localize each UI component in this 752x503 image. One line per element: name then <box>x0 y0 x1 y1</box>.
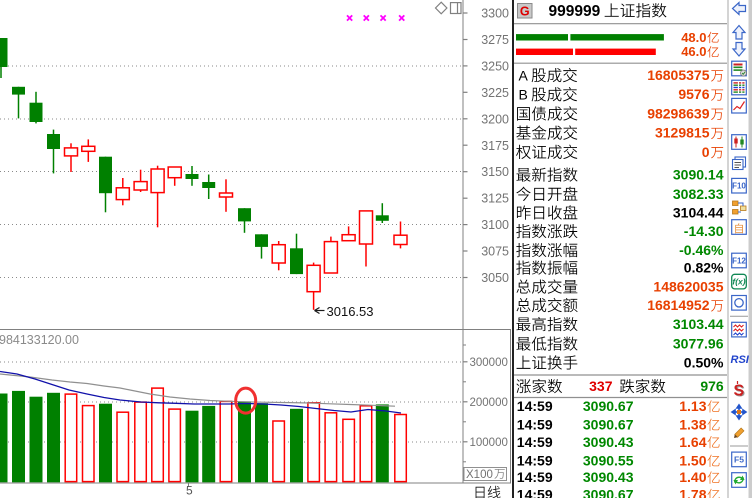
svg-text:3103.44: 3103.44 <box>673 316 724 332</box>
svg-text:3200: 3200 <box>481 112 509 126</box>
svg-text:16805375: 16805375 <box>647 67 710 83</box>
svg-text:3150: 3150 <box>481 165 509 179</box>
svg-text:3050: 3050 <box>481 271 509 285</box>
svg-text:F12: F12 <box>732 257 746 266</box>
svg-text:3100: 3100 <box>481 218 509 232</box>
svg-text:RSI: RSI <box>731 354 750 366</box>
svg-text:1.38: 1.38 <box>679 416 706 432</box>
svg-text:3125: 3125 <box>481 192 509 206</box>
svg-text:14:59: 14:59 <box>517 487 553 499</box>
svg-text:3175: 3175 <box>481 139 509 153</box>
svg-text:14:59: 14:59 <box>517 398 553 414</box>
svg-text:14:59: 14:59 <box>517 434 553 450</box>
svg-text:3090.67: 3090.67 <box>583 416 634 432</box>
svg-text:3082.33: 3082.33 <box>673 186 724 202</box>
svg-text:3090.43: 3090.43 <box>583 469 634 485</box>
svg-text:1.64: 1.64 <box>679 434 706 450</box>
svg-text:A: A <box>519 68 529 84</box>
svg-text:3275: 3275 <box>481 33 509 47</box>
svg-text:F10: F10 <box>732 182 746 191</box>
svg-text:9576: 9576 <box>678 86 709 102</box>
svg-text:0.82%: 0.82% <box>684 260 724 276</box>
svg-text:98298639: 98298639 <box>647 105 710 121</box>
svg-text:200000: 200000 <box>470 397 508 409</box>
svg-text:46.0: 46.0 <box>681 44 706 59</box>
svg-text:3090.14: 3090.14 <box>673 167 724 183</box>
svg-text:14:59: 14:59 <box>517 452 553 468</box>
svg-text:3250: 3250 <box>481 59 509 73</box>
svg-text:1.13: 1.13 <box>679 398 706 414</box>
svg-text:14:59: 14:59 <box>517 469 553 485</box>
svg-text:S: S <box>734 383 745 400</box>
svg-text:14:59: 14:59 <box>517 416 553 432</box>
svg-text:984133120.00: 984133120.00 <box>0 333 79 347</box>
svg-text:0.50%: 0.50% <box>684 354 724 370</box>
svg-text:976: 976 <box>700 378 724 394</box>
svg-text:B: B <box>519 87 528 103</box>
svg-text:G: G <box>520 4 530 18</box>
svg-text:3129815: 3129815 <box>655 125 710 141</box>
svg-text:337: 337 <box>589 378 613 394</box>
svg-text:5: 5 <box>186 484 193 498</box>
svg-text:3077.96: 3077.96 <box>673 336 724 352</box>
svg-text:3090.67: 3090.67 <box>583 487 634 499</box>
svg-text:-0.46%: -0.46% <box>679 242 724 258</box>
svg-text:100000: 100000 <box>470 437 508 449</box>
svg-text:3016.53: 3016.53 <box>327 304 374 319</box>
svg-text:F5: F5 <box>734 455 744 465</box>
svg-text:X100: X100 <box>466 469 493 481</box>
svg-text:f(x): f(x) <box>732 277 745 287</box>
svg-text:3090.43: 3090.43 <box>583 434 634 450</box>
svg-text:1.50: 1.50 <box>679 452 706 468</box>
svg-text:0: 0 <box>702 144 710 160</box>
svg-text:3104.44: 3104.44 <box>673 205 724 221</box>
svg-text:3090.67: 3090.67 <box>583 398 634 414</box>
svg-text:1.40: 1.40 <box>679 469 706 485</box>
svg-text:3090.55: 3090.55 <box>583 452 634 468</box>
svg-text:3225: 3225 <box>481 86 509 100</box>
svg-text:-14.30: -14.30 <box>684 223 724 239</box>
svg-text:300000: 300000 <box>470 357 508 369</box>
svg-text:1.78: 1.78 <box>679 487 706 499</box>
svg-text:3075: 3075 <box>481 245 509 259</box>
svg-text:3300: 3300 <box>481 7 509 21</box>
svg-text:48.0: 48.0 <box>681 30 706 45</box>
svg-text:16814952: 16814952 <box>647 297 710 313</box>
svg-text:148620035: 148620035 <box>653 279 723 295</box>
svg-text:999999: 999999 <box>549 3 601 20</box>
